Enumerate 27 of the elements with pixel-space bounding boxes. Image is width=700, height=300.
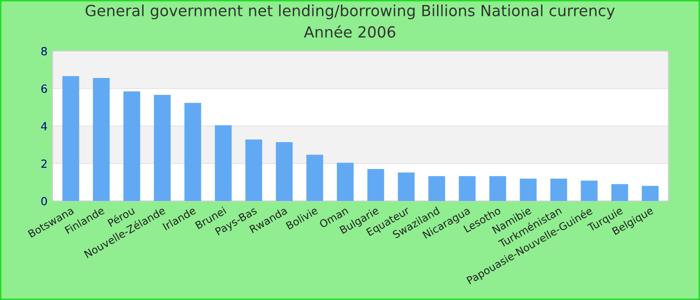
bar: [520, 178, 537, 201]
bar: [214, 125, 232, 201]
bar: [92, 78, 110, 201]
y-tick-label: 8: [41, 46, 47, 56]
bar: [428, 176, 446, 201]
bar: [123, 91, 140, 201]
bar: [580, 180, 598, 201]
bar: [276, 142, 293, 201]
bar: [550, 178, 568, 201]
bar: [611, 184, 628, 201]
bar: [245, 140, 262, 201]
y-tick-label: 6: [41, 84, 47, 93]
chart-subtitle: Année 2006: [304, 25, 396, 38]
bar: [306, 154, 324, 201]
bar: [154, 94, 171, 201]
bar: [458, 176, 476, 201]
chart-title: General government net lending/borrowing Billions National currency: [86, 4, 615, 20]
bar: [62, 76, 80, 201]
bar: [336, 162, 354, 201]
y-tick-label: 0: [41, 196, 47, 206]
y-tick-label: 2: [41, 159, 47, 168]
y-tick-label: 4: [41, 122, 48, 130]
bar: [184, 102, 202, 201]
bar: [367, 168, 384, 201]
bar: [489, 176, 506, 201]
bar: [398, 172, 415, 201]
bar: [642, 186, 659, 201]
